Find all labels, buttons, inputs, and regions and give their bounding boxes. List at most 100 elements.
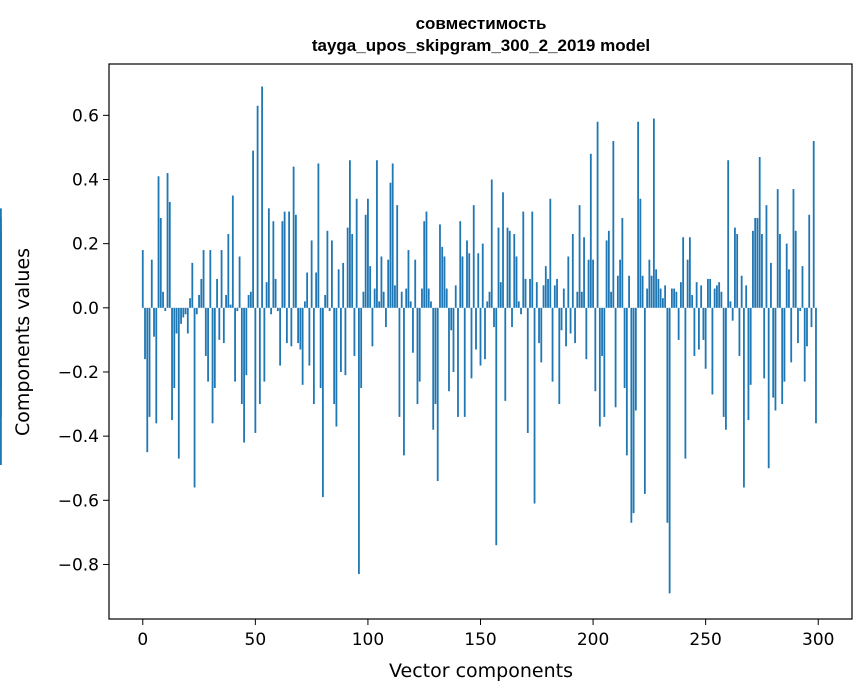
bar-214	[623, 307, 626, 389]
bar-94	[353, 307, 356, 356]
bar-40	[231, 195, 234, 308]
bar-223	[643, 307, 646, 494]
bar-44	[240, 307, 243, 405]
bar-21	[189, 298, 191, 308]
bar-92	[349, 160, 351, 308]
bar-159	[499, 282, 502, 308]
bar-234	[668, 307, 671, 594]
bar-199	[589, 153, 592, 308]
y-tick-label: 0.4	[72, 170, 99, 190]
bar-182	[551, 307, 554, 382]
bar-291	[797, 307, 799, 344]
bar-77	[315, 272, 318, 308]
bar-125	[423, 221, 426, 308]
bar-23	[193, 307, 196, 488]
bar-87	[337, 269, 340, 308]
bar-215	[625, 307, 628, 456]
bars	[0, 86, 817, 594]
bar-160	[502, 192, 504, 308]
bar-17	[180, 307, 182, 324]
bar-85	[333, 307, 336, 405]
bar-102	[371, 307, 374, 347]
bar-156	[493, 307, 495, 328]
bar-290	[794, 230, 797, 308]
bar-288	[790, 307, 793, 363]
bar-96	[358, 307, 360, 575]
bar-227	[652, 118, 655, 308]
bar-228	[655, 269, 658, 308]
bar-134	[443, 256, 446, 308]
y-tick-label: 0.0	[72, 299, 99, 319]
bar-281	[774, 307, 777, 411]
bar-50	[254, 307, 257, 433]
bar-123	[418, 307, 421, 382]
bar-20	[186, 307, 189, 334]
bar-183	[553, 285, 556, 308]
bar-18	[182, 307, 185, 318]
x-tick-label: 150	[464, 630, 496, 650]
bar-89	[342, 262, 345, 308]
bar-150	[479, 307, 482, 366]
bar-259	[725, 307, 727, 430]
bar-58	[272, 221, 275, 308]
bar-286	[785, 243, 788, 308]
bar-27	[202, 250, 205, 308]
bar-81	[324, 294, 327, 308]
bar-41	[234, 307, 236, 382]
bar-107	[382, 291, 385, 308]
bar-104	[376, 160, 378, 308]
bar-252	[709, 278, 712, 308]
bar-185	[558, 307, 561, 405]
bar-219	[634, 307, 637, 411]
bar-165	[513, 234, 516, 308]
bar-101	[369, 266, 372, 308]
bar-111	[391, 163, 394, 308]
bar-28	[204, 307, 207, 356]
bar-30	[209, 250, 212, 308]
bar-222	[641, 275, 644, 308]
bar-170	[524, 278, 527, 308]
bar-148	[475, 307, 477, 350]
bar-84	[331, 240, 333, 308]
x-axis-ticks: 0 50 100 150 200 250 300	[137, 619, 834, 650]
bar-207	[607, 230, 610, 308]
bar-48	[249, 291, 252, 308]
bar-45	[243, 307, 245, 443]
bar-91	[346, 227, 349, 308]
bar-98	[362, 291, 365, 308]
bar-263	[734, 227, 736, 308]
bar-86	[335, 307, 338, 427]
bar-145	[468, 253, 471, 308]
bar-71	[301, 307, 304, 385]
bar-236	[673, 288, 676, 308]
bar-292	[799, 307, 802, 312]
bar-282	[776, 189, 779, 308]
bar-285	[783, 307, 786, 382]
bar-68	[294, 214, 297, 308]
bar-211	[616, 275, 619, 308]
y-tick-label: −0.4	[58, 427, 99, 447]
bar-152	[484, 307, 486, 360]
bar-46	[245, 307, 248, 376]
bar-245	[693, 307, 696, 356]
bar-62	[281, 221, 284, 308]
bar-122	[416, 307, 419, 405]
bar-61	[279, 307, 282, 366]
bar-88	[340, 307, 342, 372]
bar-0	[141, 250, 144, 308]
bar-299	[815, 307, 817, 424]
bar-130	[434, 307, 437, 405]
bar-99	[364, 214, 367, 308]
bar-268	[745, 285, 748, 308]
bar-60	[276, 307, 279, 312]
x-axis-label: Vector components	[389, 660, 573, 682]
bar-37	[225, 294, 227, 308]
bar-16	[177, 307, 180, 459]
bar-277	[765, 205, 768, 308]
bar-261	[729, 301, 732, 308]
bar-126	[425, 211, 428, 308]
bar-276	[763, 307, 766, 379]
bar-197	[585, 307, 588, 360]
bar-114	[398, 307, 401, 417]
